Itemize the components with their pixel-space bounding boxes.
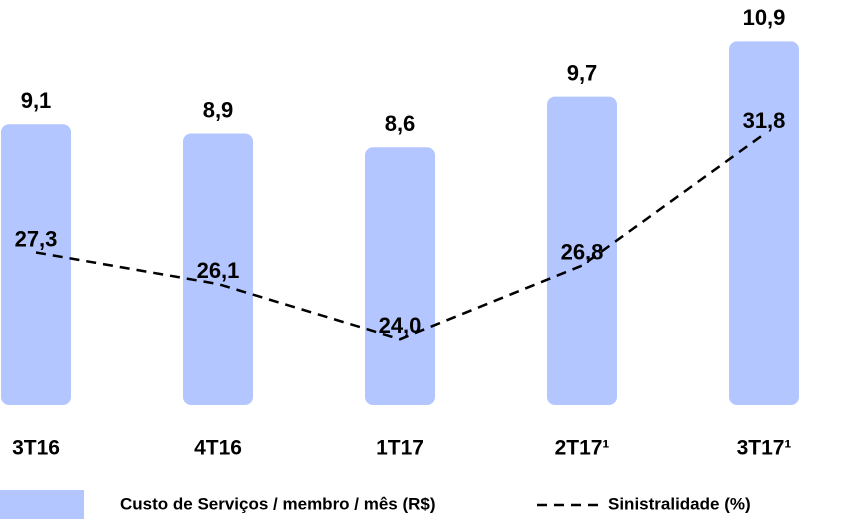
bar-value-label: 8,6 <box>385 111 416 136</box>
bar <box>729 41 799 405</box>
bar-value-label: 8,9 <box>203 97 234 122</box>
x-tick-label: 3T16 <box>12 437 60 460</box>
legend-label: Sinistralidade (%) <box>608 494 751 513</box>
bar-value-label: 9,1 <box>21 88 52 113</box>
x-tick-label: 4T16 <box>194 437 242 460</box>
bar-value-label: 9,7 <box>567 60 598 85</box>
line-value-label: 31,8 <box>743 108 786 133</box>
bar <box>547 96 617 405</box>
bar <box>1 124 71 406</box>
x-tick-label: 2T17¹ <box>555 437 610 460</box>
x-tick-label: 1T17 <box>376 437 424 460</box>
legend-label: Custo de Serviços / membro / mês (R$) <box>120 494 436 513</box>
line-value-label: 26,1 <box>197 258 240 283</box>
bar <box>365 147 435 406</box>
line-value-label: 27,3 <box>15 226 58 251</box>
legend-swatch <box>0 490 84 519</box>
line <box>35 133 765 341</box>
bar <box>183 133 253 405</box>
line-value-label: 26,8 <box>561 239 604 264</box>
bar-value-label: 10,9 <box>743 5 786 30</box>
x-tick-label: 3T17¹ <box>737 437 792 460</box>
line-value-label: 24,0 <box>379 313 422 338</box>
